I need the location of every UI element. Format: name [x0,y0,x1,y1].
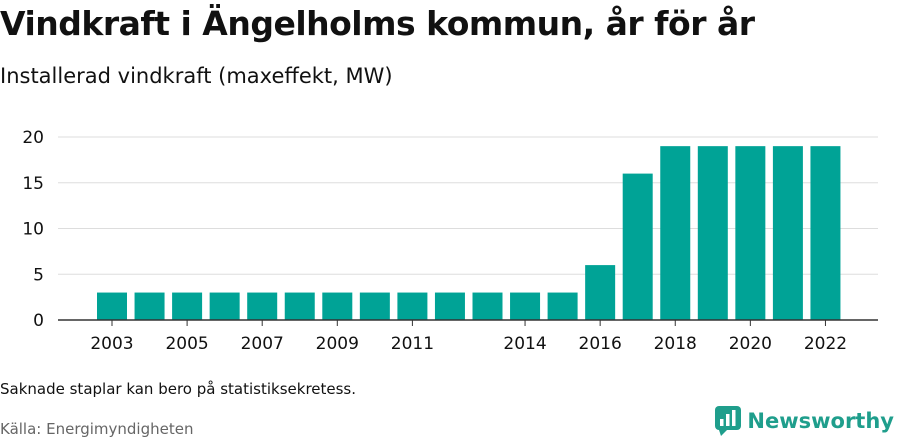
bar-2003 [97,292,127,320]
bar-chart: 0 5 10 15 20 2003 2005 2007 2009 2011 2014 2016 2018… [22,128,878,354]
x-tick-label: 2007 [241,334,284,354]
y-tick-label: 20 [22,128,44,148]
x-tick-label: 2016 [579,334,622,354]
bar-2004 [134,292,165,320]
bar-chart-logo-icon [715,406,742,436]
bar-2006 [209,292,240,320]
bar-2015 [547,292,578,320]
y-tick-label: 0 [33,311,44,331]
footnote: Saknade staplar kan bero på statistiksek… [0,380,357,398]
chart-subtitle: Installerad vindkraft (maxeffekt, MW) [0,64,393,88]
bar-2017 [622,173,653,320]
x-tick-label: 2005 [165,334,208,354]
source-text: Källa: Energimyndigheten [0,420,194,438]
bar-2009 [322,292,353,320]
bar-2019 [697,146,728,320]
bar-2008 [284,292,315,320]
bar-2018 [660,146,691,320]
bar-2020 [735,146,766,320]
bar-2014 [510,292,541,320]
x-tick-label: 2018 [654,334,697,354]
y-tick-label: 10 [22,220,44,240]
y-tick-label: 5 [33,265,44,285]
brand-logo: Newsworthy [715,406,894,436]
x-tick-label: 2009 [316,334,359,354]
bar-2013 [472,292,503,320]
x-tick-label: 2020 [729,334,772,354]
x-tick-label: 2011 [391,334,434,354]
brand-name: Newsworthy [747,409,894,433]
bar-2007 [247,292,278,320]
bar-2022 [810,146,841,320]
x-tick-label: 2022 [804,334,847,354]
bar-2016 [585,265,616,320]
bar-2021 [772,146,803,320]
bar-2005 [172,292,203,320]
x-tick-label: 2003 [90,334,133,354]
bar-2010 [359,292,390,320]
x-tick-label: 2014 [503,334,546,354]
y-tick-label: 15 [22,174,44,194]
chart-title: Vindkraft i Ängelholms kommun, år för år [0,4,755,43]
bar-2011 [397,292,428,320]
bar-2012 [434,292,465,320]
